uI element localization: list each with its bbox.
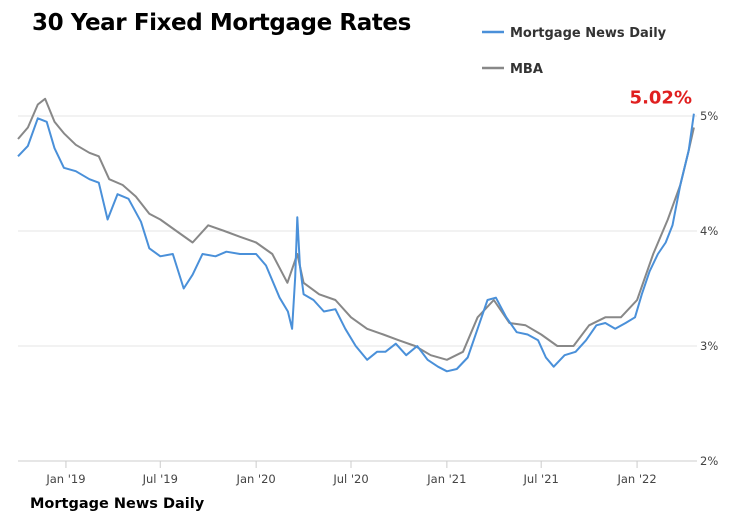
legend-label: Mortgage News Daily [510,26,667,41]
latest-rate-annotation: 5.02% [630,88,692,109]
x-tick-label: Jan '19 [45,472,85,486]
x-tick-label: Jan '22 [616,472,656,486]
legend-label: MBA [510,62,543,77]
chart-title: 30 Year Fixed Mortgage Rates [32,10,411,36]
series-line-mba [17,97,695,361]
x-tick-label: Jan '20 [236,472,276,486]
y-tick-label: 3% [700,339,718,353]
x-tick-label: Jul '20 [332,472,368,486]
y-tick-label: 2% [700,454,718,468]
series-line-mortgage-news-daily [17,113,695,373]
y-tick-label: 5% [700,109,718,123]
x-tick-label: Jul '21 [523,472,559,486]
y-tick-label: 4% [700,224,718,238]
x-tick-label: Jan '21 [426,472,466,486]
x-tick-label: Jul '19 [142,472,178,486]
source-label: Mortgage News Daily [30,496,205,512]
